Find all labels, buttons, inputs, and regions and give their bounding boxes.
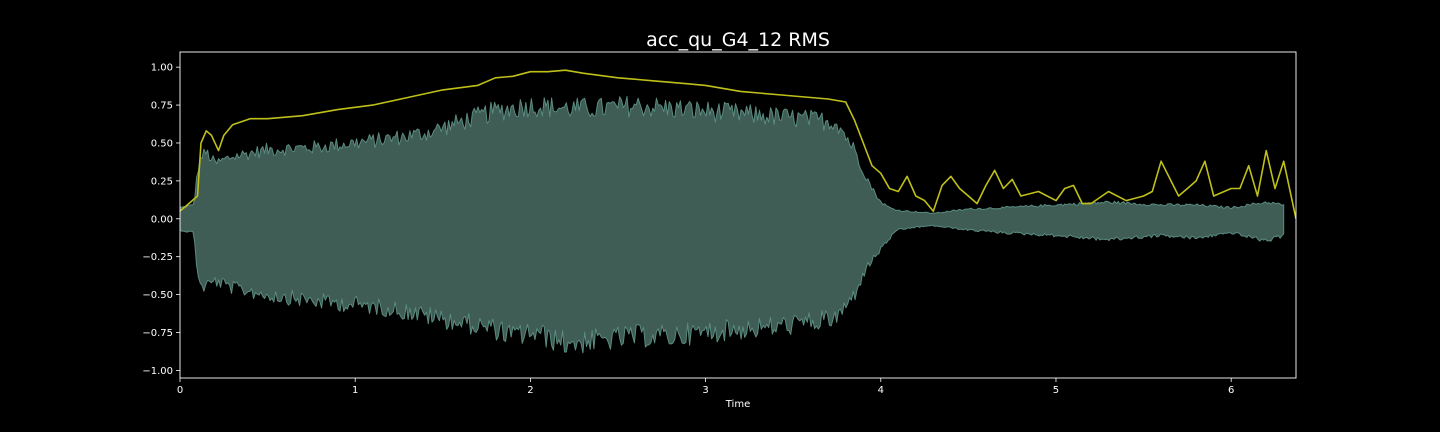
y-tick-label: −1.00 xyxy=(142,366,173,377)
plot-content xyxy=(180,69,1296,354)
x-tick-label: 6 xyxy=(1228,385,1234,396)
y-tick-label: 0.75 xyxy=(151,101,173,112)
waveform-envelope xyxy=(180,96,1285,354)
plot-frame xyxy=(179,51,1297,379)
y-tick-label: 0.00 xyxy=(151,214,173,225)
x-axis: 0 1 2 3 4 5 6 xyxy=(177,378,1234,396)
y-tick-label: −0.25 xyxy=(142,252,173,263)
y-tick-label: 1.00 xyxy=(151,63,173,74)
x-tick-label: 5 xyxy=(1053,385,1059,396)
x-tick-label: 4 xyxy=(878,385,884,396)
x-tick-label: 0 xyxy=(177,385,183,396)
x-tick-label: 2 xyxy=(527,385,533,396)
y-tick-label: 0.50 xyxy=(151,138,173,149)
rms-line xyxy=(180,69,1296,219)
y-axis: 1.00 0.75 0.50 0.25 0.00 −0.25 −0.50 −0.75 −1.00 xyxy=(142,63,180,377)
chart-title: acc_qu_G4_12 RMS xyxy=(646,29,830,51)
y-tick-label: −0.75 xyxy=(142,328,173,339)
x-tick-label: 3 xyxy=(702,385,708,396)
y-tick-label: 0.25 xyxy=(151,176,173,187)
y-tick-label: −0.50 xyxy=(142,290,173,301)
x-tick-label: 1 xyxy=(352,385,358,396)
x-axis-label: Time xyxy=(725,399,750,410)
plot-area xyxy=(179,51,1297,379)
